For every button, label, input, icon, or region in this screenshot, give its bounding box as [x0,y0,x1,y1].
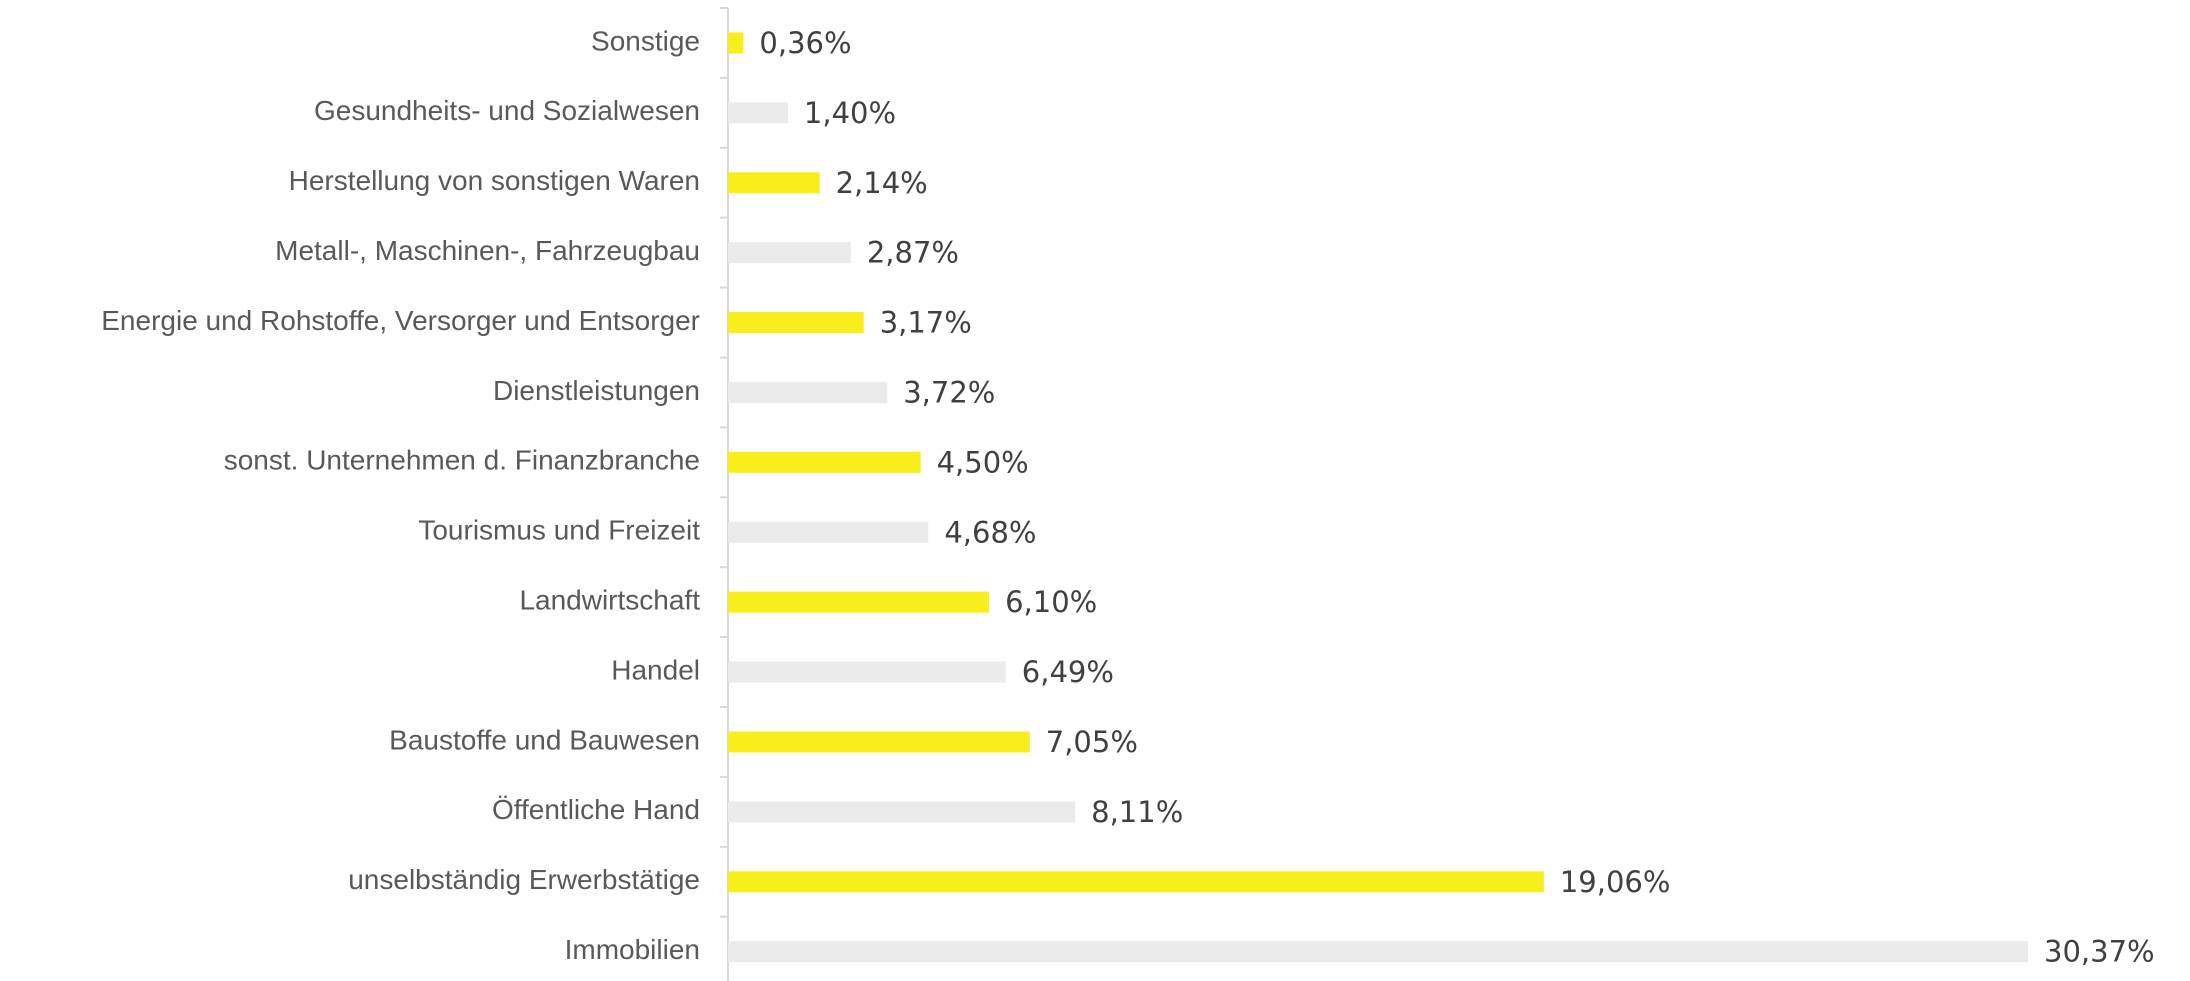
bar [728,242,851,264]
value-label: 8,11% [1091,795,1183,829]
bar [728,731,1030,753]
value-label: 6,10% [1005,585,1097,619]
value-label: 19,06% [1560,865,1671,899]
value-label: 6,49% [1022,655,1114,689]
bar [728,381,888,403]
bar [728,871,1544,893]
value-label: 3,72% [903,375,995,409]
category-label: Landwirtschaft [519,585,700,616]
bar [728,521,929,543]
value-label: 4,50% [937,445,1029,479]
bar [728,941,2028,963]
category-label: Energie und Rohstoffe, Versorger und Ent… [101,305,700,336]
category-label: Dienstleistungen [493,375,700,406]
bar [728,591,990,613]
value-label: 2,87% [867,236,959,270]
value-label: 2,14% [836,166,928,200]
category-label: unselbständig Erwerbstätige [348,864,700,895]
category-label: Herstellung von sonstigen Waren [289,165,700,196]
category-label: Immobilien [565,934,700,965]
bar [728,312,864,334]
value-label: 0,36% [759,26,851,60]
category-label: Handel [611,654,700,685]
category-label: Baustoffe und Bauwesen [389,724,700,755]
category-label: Metall-, Maschinen-, Fahrzeugbau [275,235,700,266]
bar [728,32,744,54]
bar [728,661,1006,683]
category-label: Tourismus und Freizeit [418,515,700,546]
bar [728,801,1076,823]
bar [728,172,820,194]
value-label: 4,68% [944,515,1036,549]
category-label: sonst. Unternehmen d. Finanzbranche [224,445,700,476]
category-label: Gesundheits- und Sozialwesen [314,95,700,126]
category-label: Öffentliche Hand [492,794,700,825]
value-label: 7,05% [1046,725,1138,759]
bar [728,102,788,124]
value-label: 30,37% [2044,935,2155,969]
category-label: Sonstige [591,25,700,56]
value-label: 3,17% [880,306,972,340]
bar [728,451,921,473]
value-label: 1,40% [804,96,896,130]
